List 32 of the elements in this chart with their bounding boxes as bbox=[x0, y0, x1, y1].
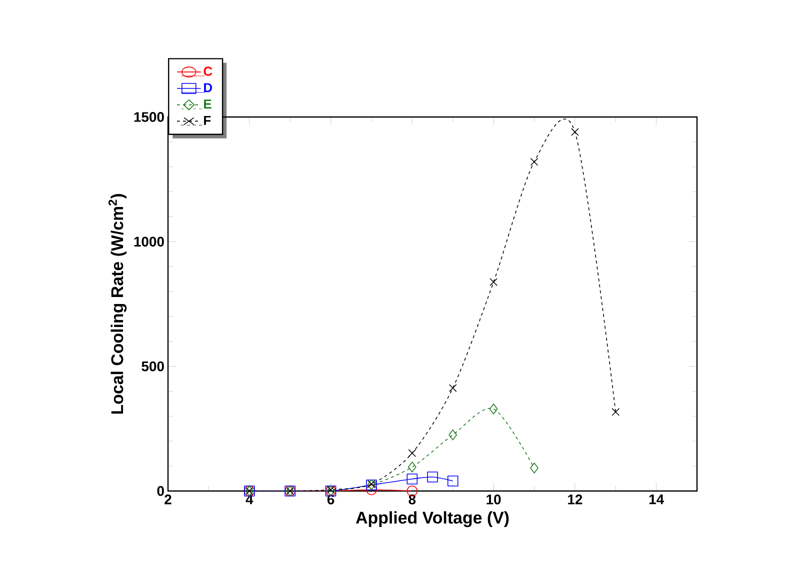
x-axis-title: Applied Voltage (V) bbox=[356, 511, 509, 528]
x-tick-label: 8 bbox=[408, 494, 416, 504]
x-tick-label: 14 bbox=[649, 494, 664, 504]
point bbox=[366, 484, 377, 496]
point bbox=[406, 474, 418, 484]
point bbox=[489, 404, 498, 414]
y-tick-label: 0 bbox=[157, 486, 164, 496]
point bbox=[612, 408, 620, 416]
y-tick-label: 1000 bbox=[134, 236, 164, 247]
legend-label: D bbox=[204, 83, 212, 92]
point bbox=[448, 384, 457, 392]
point bbox=[447, 476, 458, 486]
point bbox=[427, 472, 438, 482]
legend-label: C bbox=[204, 66, 212, 76]
point bbox=[490, 278, 498, 286]
x-tick-label: 12 bbox=[568, 494, 582, 504]
point bbox=[408, 449, 416, 458]
point bbox=[326, 486, 335, 494]
x-tick-label: 2 bbox=[164, 494, 172, 504]
x-tick-label: 10 bbox=[486, 494, 501, 504]
point bbox=[530, 158, 538, 166]
x-tick-label: 4 bbox=[246, 494, 254, 504]
text: F bbox=[204, 116, 211, 125]
point bbox=[448, 429, 458, 440]
point bbox=[571, 128, 579, 136]
point bbox=[530, 462, 538, 474]
y-tick-label: 500 bbox=[142, 361, 164, 372]
legend-label: E bbox=[204, 100, 212, 109]
y-axis-title: Local Cooling Rate (W/cm$^{2}$) bbox=[108, 194, 127, 414]
y-tick-label: 1500 bbox=[134, 112, 164, 122]
point bbox=[408, 462, 416, 472]
point bbox=[368, 480, 376, 488]
